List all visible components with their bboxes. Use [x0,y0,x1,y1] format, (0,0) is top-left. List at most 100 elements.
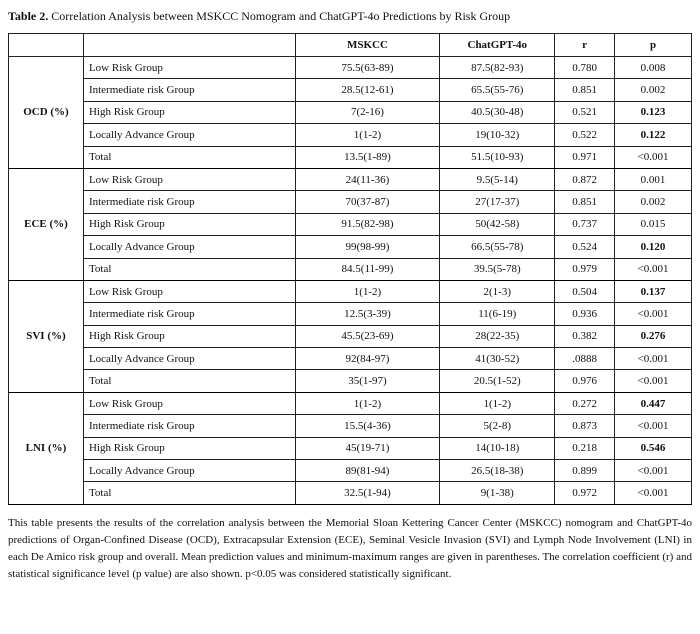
table-note: This table presents the results of the c… [8,517,692,580]
table-row: SVI (%) Low Risk Group 1(1-2) 2(1-3) 0.504 0.… [8,279,692,393]
column-header: MSKCC [294,33,441,57]
cell: 45(19-71) [294,436,441,461]
cell: 0.137 [614,279,692,304]
caption-text: Correlation Analysis between MSKCC Nomog… [51,9,511,23]
cell: 0.899 [554,459,616,483]
group-label: ECE (%) [8,167,84,281]
table-row: Total 35(1-97) 20.5(1-52) 0.976 <0.001 [9,369,692,393]
row-label: Intermediate risk Group [82,414,296,438]
group-label: OCD (%) [8,56,84,169]
cell: 0.851 [554,78,616,102]
row-label: High Risk Group [82,324,296,349]
cell: 0.218 [554,436,616,461]
row-label: Total [82,145,296,169]
row-label: Low Risk Group [82,167,296,192]
cell: 0.122 [614,123,692,147]
cell: 39.5(5-78) [439,257,556,281]
cell: 27(17-37) [439,190,556,214]
cell: 0.447 [614,391,692,416]
cell: 1(1-2) [294,391,441,416]
cell: 0.272 [554,391,616,416]
cell: 75.5(63-89) [294,55,441,80]
cell: 0.780 [554,55,616,80]
results-table: MSKCC ChatGPT-4o r p OCD (%) Low Risk Group 7… [8,33,692,505]
cell: 9(1-38) [439,481,556,505]
cell: .0888 [554,347,616,371]
table-row: Intermediate risk Group 15.5(4-36) 5(2-8) 0… [9,414,692,438]
cell: 20.5(1-52) [439,369,556,393]
row-label: High Risk Group [82,436,296,461]
cell: 0.851 [554,190,616,214]
cell: 0.120 [614,235,692,259]
group-label: LNI (%) [8,391,84,505]
cell: 14(10-18) [439,436,556,461]
cell: <0.001 [614,459,692,483]
table-row: ECE (%) Low Risk Group 24(11-36) 9.5(5-14) 0… [8,167,692,281]
table-row: Locally Advance Group 1(1-2) 19(10-32) 0.52… [9,123,692,147]
cell: 1(1-2) [294,279,441,304]
cell: 19(10-32) [439,123,556,147]
table-row: High Risk Group 45.5(23-69) 28(22-35) 0.382… [9,324,692,349]
cell: 11(6-19) [439,302,556,326]
caption-label: Table 2. [8,9,49,23]
cell: 99(98-99) [294,235,441,259]
cell: 0.524 [554,235,616,259]
cell: <0.001 [614,145,692,169]
cell: 0.276 [614,324,692,349]
cell: 5(2-8) [439,414,556,438]
cell: 92(84-97) [294,347,441,371]
group-label: SVI (%) [8,279,84,393]
cell: 40.5(30-48) [439,100,556,125]
cell: 26.5(18-38) [439,459,556,483]
cell: 0.737 [554,212,616,237]
header-blank [82,33,296,57]
cell: 0.979 [554,257,616,281]
table-row: High Risk Group 7(2-16) 40.5(30-48) 0.521 0.… [9,100,692,125]
row-label: High Risk Group [82,212,296,237]
cell: 0.002 [614,78,692,102]
cell: 1(1-2) [439,391,556,416]
cell: <0.001 [614,257,692,281]
cell: 66.5(55-78) [439,235,556,259]
cell: <0.001 [614,369,692,393]
row-label: Total [82,257,296,281]
table-row: Total 32.5(1-94) 9(1-38) 0.972 <0.001 [9,481,692,505]
table-row: Locally Advance Group 99(98-99) 66.5(55-78… [9,235,692,259]
cell: 0.546 [614,436,692,461]
cell: 0.522 [554,123,616,147]
cell: 28.5(12-61) [294,78,441,102]
row-label: Total [82,481,296,505]
row-label: Low Risk Group [82,391,296,416]
row-label: Intermediate risk Group [82,302,296,326]
cell: 87.5(82-93) [439,55,556,80]
cell: 70(37-87) [294,190,441,214]
cell: 24(11-36) [294,167,441,192]
cell: 0.872 [554,167,616,192]
cell: 0.015 [614,212,692,237]
cell: 15.5(4-36) [294,414,441,438]
cell: 0.123 [614,100,692,125]
column-header: p [614,33,692,57]
table-row: Locally Advance Group 89(81-94) 26.5(18-38… [9,459,692,483]
cell: 0.001 [614,167,692,192]
row-label: Locally Advance Group [82,459,296,483]
row-label: Total [82,369,296,393]
table-row: High Risk Group 45(19-71) 14(10-18) 0.218 0.… [9,436,692,461]
cell: 7(2-16) [294,100,441,125]
table-row: OCD (%) Low Risk Group 75.5(63-89) 87.5(82-… [8,55,692,169]
cell: 12.5(3-39) [294,302,441,326]
cell: 65.5(55-76) [439,78,556,102]
cell: 91.5(82-98) [294,212,441,237]
table-row: Intermediate risk Group 28.5(12-61) 65.5(5… [9,78,692,102]
cell: 9.5(5-14) [439,167,556,192]
cell: 89(81-94) [294,459,441,483]
cell: 32.5(1-94) [294,481,441,505]
cell: 28(22-35) [439,324,556,349]
header-row: MSKCC ChatGPT-4o r p [8,33,692,57]
cell: 13.5(1-89) [294,145,441,169]
cell: 2(1-3) [439,279,556,304]
cell: 0.521 [554,100,616,125]
row-label: Locally Advance Group [82,123,296,147]
table-row: Intermediate risk Group 12.5(3-39) 11(6-19… [9,302,692,326]
